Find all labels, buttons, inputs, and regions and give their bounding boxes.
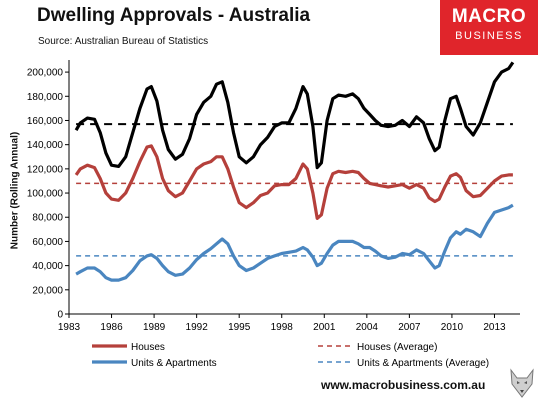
series-layer — [74, 61, 515, 282]
x-tick-label: 2001 — [313, 322, 336, 333]
legend-label-3: Houses (Average) — [357, 342, 437, 353]
y-tick-label: 20,000 — [32, 285, 63, 296]
x-tick-label: 1992 — [186, 322, 209, 333]
wolf-logo-icon — [510, 368, 534, 398]
y-tick-label: 100,000 — [27, 189, 64, 200]
series-line-4 — [75, 203, 514, 282]
chart-source: Source: Australian Bureau of Statistics — [38, 36, 209, 47]
y-tick-label: 120,000 — [27, 164, 64, 175]
brand-line1: MACRO — [451, 6, 527, 27]
legend-label-4: Units & Apartments — [131, 358, 217, 369]
x-tick-label: 2013 — [483, 322, 506, 333]
brand-logo: MACRO BUSINESS — [440, 0, 538, 55]
y-tick-label: 0 — [57, 310, 63, 321]
y-tick-label: 40,000 — [32, 261, 63, 272]
x-tick-label: 2004 — [356, 322, 379, 333]
x-tick-label: 1995 — [228, 322, 251, 333]
y-tick-label: 80,000 — [32, 213, 63, 224]
x-tick-label: 2007 — [398, 322, 421, 333]
chart-legend: Houses Houses (Average) Units & Apartments… — [92, 342, 489, 369]
series-line-0 — [74, 61, 515, 170]
y-tick-label: 200,000 — [27, 68, 64, 79]
legend-label-2: Houses — [131, 342, 165, 353]
y-tick-label: 140,000 — [27, 140, 64, 151]
legend-label-5: Units & Apartments (Average) — [357, 358, 489, 369]
footer-url: www.macrobusiness.com.au — [321, 378, 486, 392]
x-tick-label: 1998 — [271, 322, 294, 333]
chart-title: Dwelling Approvals - Australia — [37, 5, 311, 26]
y-tick-label: 160,000 — [27, 116, 64, 127]
x-tick-label: 1983 — [58, 322, 81, 333]
x-tick-label: 1989 — [143, 322, 166, 333]
y-tick-label: 180,000 — [27, 92, 64, 103]
brand-line2: BUSINESS — [455, 30, 523, 42]
y-tick-label: 60,000 — [32, 237, 63, 248]
x-tick-label: 2010 — [441, 322, 464, 333]
x-tick-label: 1986 — [100, 322, 123, 333]
series-line-2 — [74, 144, 513, 220]
chart-axes: 0 20,000 40,000 60,000 80,000 100,000 120,000 1… — [27, 60, 520, 333]
